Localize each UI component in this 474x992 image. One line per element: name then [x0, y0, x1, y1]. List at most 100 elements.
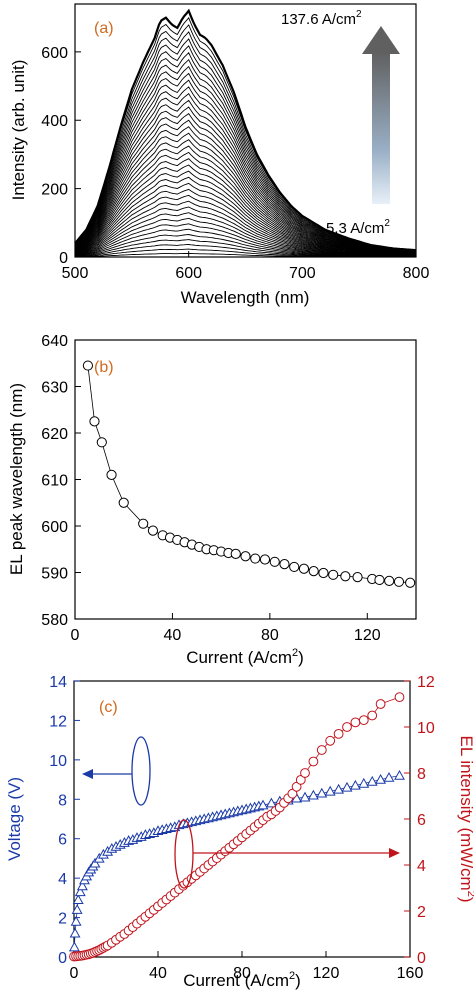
left-y-tick-label: 0: [58, 950, 67, 967]
x-tick-label: 120: [354, 627, 381, 644]
y-tick-label: 0: [59, 250, 68, 267]
data-point: [118, 497, 129, 508]
annotation-high-current: 137.6 A/cm2: [281, 9, 362, 28]
panel-a-xlabel: Wavelength (nm): [181, 288, 310, 307]
voltage-point: [316, 787, 328, 798]
data-point: [259, 554, 271, 565]
x-tick-label: 800: [403, 265, 430, 282]
el-intensity-point: [367, 710, 378, 721]
data-point: [352, 572, 363, 583]
voltage-line: [74, 775, 400, 948]
data-point: [289, 561, 300, 573]
y-tick-label: 600: [41, 45, 68, 62]
right-y-tick-label: 8: [417, 766, 426, 783]
panel-b-xlabel: Current (A/cm2): [186, 647, 304, 667]
spectrum-line: [74, 86, 417, 253]
voltage-point: [76, 880, 88, 891]
panel-c-label: (c): [99, 699, 118, 716]
y-tick-label: 580: [41, 612, 68, 629]
voltage-point: [257, 799, 269, 810]
el-intensity-point: [308, 756, 319, 767]
voltage-point: [70, 915, 82, 926]
el-intensity-point: [333, 729, 344, 739]
data-point: [89, 416, 100, 427]
panel-a-spectra: 500 600 700 800 0 200 400 600 (a) 137.6 A/cm2 5…: [9, 3, 429, 307]
x-tick-label: 80: [261, 627, 279, 644]
y-tick-label: 400: [41, 113, 68, 130]
x-tick-label: 40: [164, 627, 182, 644]
data-point: [82, 360, 94, 371]
voltage-point: [299, 791, 311, 802]
voltage-point: [341, 781, 353, 792]
el-intensity-line: [73, 696, 400, 957]
panel-b-ylabel: EL peak wavelength (nm): [7, 383, 26, 575]
left-y-tick-label: 6: [58, 832, 67, 849]
data-point: [138, 518, 149, 529]
left-y-tick-label: 14: [49, 674, 67, 691]
panel-b-data: [82, 360, 416, 588]
panel-b-frame: [74, 339, 417, 620]
data-point: [405, 577, 416, 588]
panel-b-peak-wavelength: 0 40 80 120 580 590 600 610 620 630 640 (b) Curren…: [7, 333, 417, 667]
voltage-point: [72, 894, 84, 905]
panel-a-ticks: 500 600 700 800 0 200 400 600: [41, 45, 429, 282]
y-tick-label: 600: [41, 519, 68, 536]
panel-a-spectra-lines: [74, 8, 417, 258]
voltage-point: [358, 777, 370, 788]
voltage-point: [333, 783, 345, 794]
right-y-tick-label: 0: [417, 950, 426, 967]
right-y-tick-label: 6: [417, 812, 426, 829]
x-tick-label: 500: [62, 265, 89, 282]
left-y-tick-label: 10: [49, 753, 67, 770]
data-point: [250, 553, 261, 564]
x-tick-label: 600: [175, 265, 202, 282]
data-point: [147, 525, 159, 536]
voltage-point: [89, 857, 101, 868]
voltage-point: [383, 771, 395, 782]
el-intensity-point: [300, 768, 310, 778]
left-y-tick-label: 2: [58, 911, 67, 928]
data-point: [279, 559, 290, 570]
voltage-point: [74, 886, 86, 897]
left-y-tick-label: 8: [58, 792, 67, 809]
el-intensity-point: [358, 715, 369, 725]
panel-b-label: (b): [94, 359, 114, 376]
voltage-point: [366, 775, 378, 786]
el-axis-indicator: [174, 819, 400, 889]
data-point: [308, 566, 319, 577]
x-tick-label: 700: [289, 265, 316, 282]
y-tick-label: 590: [41, 566, 68, 583]
spectrum-line: [74, 126, 417, 254]
el-intensity-point: [375, 699, 386, 709]
panel-a-label: (a): [94, 20, 114, 37]
panel-c-left-ylabel: Voltage (V): [5, 777, 24, 861]
voltage-point: [307, 789, 319, 800]
data-point: [318, 567, 329, 579]
left-y-tick-label: 12: [49, 713, 67, 730]
data-point: [374, 574, 385, 586]
el-intensity-point: [325, 735, 336, 746]
voltage-point: [324, 785, 336, 796]
voltage-point: [349, 779, 361, 790]
el-intensity-point: [342, 722, 352, 732]
voltage-point: [375, 773, 387, 784]
peak-wavelength-line: [87, 365, 411, 584]
x-tick-label: 40: [149, 965, 167, 982]
x-tick-label: 0: [70, 965, 79, 982]
voltage-series: [68, 769, 405, 952]
voltage-point: [68, 941, 80, 952]
left-y-tick-label: 4: [58, 871, 67, 888]
el-intensity-series: [69, 692, 405, 962]
el-intensity-point: [350, 717, 361, 728]
data-point: [298, 563, 310, 574]
spectrum-line: [74, 8, 417, 252]
x-tick-label: 120: [313, 965, 340, 982]
right-y-tick-label: 12: [417, 674, 435, 691]
data-point: [106, 469, 117, 480]
data-point: [240, 551, 251, 562]
y-tick-label: 640: [41, 333, 68, 350]
x-tick-label: 80: [233, 965, 251, 982]
